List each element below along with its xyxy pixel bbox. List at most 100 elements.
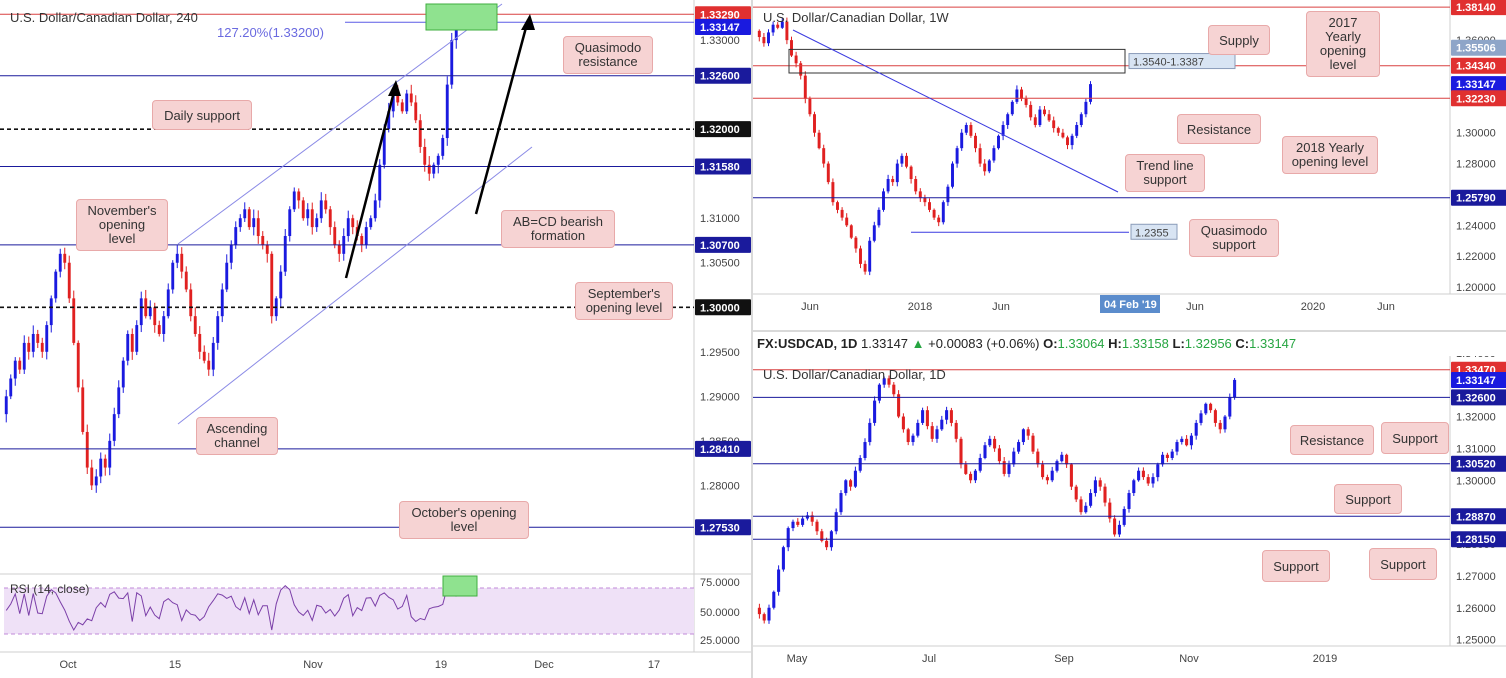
weekly-chart[interactable]: 1.360001.320001.300001.280001.240001.220… xyxy=(753,0,1506,330)
candle-body xyxy=(1089,84,1092,102)
candle-body xyxy=(1015,89,1019,102)
candle-body xyxy=(247,209,251,228)
candle-body xyxy=(1075,125,1079,136)
ohlc-open: 1.33064 xyxy=(1057,336,1105,351)
note-resistance-weekly: Resistance xyxy=(1177,114,1261,144)
candle-body xyxy=(1108,502,1112,519)
rsi-tick-label: 25.0000 xyxy=(700,635,740,647)
candle-body xyxy=(1010,101,1014,115)
candle-body xyxy=(762,614,766,621)
y-tick-label: 1.20000 xyxy=(1456,282,1496,294)
candle-body xyxy=(1141,470,1145,478)
abcd-leg-cd xyxy=(474,19,530,215)
candle-body xyxy=(13,360,17,379)
panel-divider-horizontal xyxy=(753,330,1506,332)
y-tick-label: 1.28000 xyxy=(1456,159,1496,171)
candle-body xyxy=(891,179,895,183)
ohlc-last: 1.33147 xyxy=(861,336,909,351)
candle-body xyxy=(1137,470,1141,481)
x-tick-label: Jun xyxy=(992,301,1010,313)
candle-body xyxy=(1055,461,1059,471)
ohlc-header: FX:USDCAD, 1D 1.33147 ▲ +0.00083 (+0.06%… xyxy=(757,336,1296,351)
candle-body xyxy=(932,209,936,218)
candle-body xyxy=(993,438,997,449)
level-price-tag xyxy=(695,18,751,35)
candle-body xyxy=(4,396,8,415)
level-price-tag xyxy=(695,121,751,138)
note-septembers-opening-level: September's opening level xyxy=(575,282,673,320)
level-price-label: 1.33290 xyxy=(700,9,740,21)
supply-zone-box xyxy=(788,48,1126,74)
note-quasimodo-resistance: Quasimodo resistance xyxy=(563,36,653,74)
candle-body xyxy=(941,202,945,223)
level-price-tag xyxy=(1451,39,1506,56)
candle-body xyxy=(762,37,766,44)
candle-body xyxy=(396,93,400,103)
level-price-label: 1.31580 xyxy=(700,162,740,174)
candle-body xyxy=(337,244,341,254)
candle-body xyxy=(923,197,927,203)
level-price-label: 1.34340 xyxy=(1456,61,1496,73)
candle-body xyxy=(928,202,931,210)
candle-body xyxy=(1012,451,1016,465)
candle-body xyxy=(369,218,373,228)
supply-zone-label: 1.3540-1.3387 xyxy=(1133,57,1204,69)
x-tick-label: 15 xyxy=(169,659,181,671)
x-tick-label: Sep xyxy=(1054,653,1074,665)
candle-body xyxy=(1103,486,1107,503)
candle-body xyxy=(1065,454,1069,465)
candle-body xyxy=(767,607,771,621)
level-price-tag xyxy=(1451,57,1506,74)
x-tick-label: Jun xyxy=(1186,301,1204,313)
ohlc-close: 1.33147 xyxy=(1249,336,1297,351)
candle-body xyxy=(826,163,830,183)
candle-body xyxy=(805,515,809,519)
candle-body xyxy=(414,102,418,121)
candle-body xyxy=(1194,422,1198,436)
candle-body xyxy=(261,236,265,245)
candle-body xyxy=(175,253,179,263)
candle-body xyxy=(892,384,896,395)
daily-chart[interactable]: 1.340001.320001.310001.300001.280001.270… xyxy=(753,356,1506,678)
candle-body xyxy=(815,521,819,532)
candle-body xyxy=(983,445,987,458)
y-tick-label: 1.34000 xyxy=(1456,356,1496,360)
level-price-tag xyxy=(1451,389,1506,406)
y-tick-label: 1.26000 xyxy=(1456,603,1496,615)
x-tick-label: 2019 xyxy=(1313,653,1337,665)
candle-body xyxy=(863,442,867,458)
candle-body xyxy=(887,378,891,385)
candle-body xyxy=(130,333,134,352)
ohlc-symbol: FX:USDCAD, 1D xyxy=(757,336,858,351)
candle-body xyxy=(935,429,939,439)
h4-chart[interactable]: 1.330001.310001.305001.295001.290001.285… xyxy=(0,0,751,678)
candle-body xyxy=(954,422,958,439)
candle-body xyxy=(1084,101,1088,115)
rsi-band xyxy=(4,588,694,634)
candle-body xyxy=(1132,480,1136,494)
candle-body xyxy=(836,202,839,210)
candle-body xyxy=(1213,410,1217,423)
candle-body xyxy=(858,457,862,471)
candle-body xyxy=(1026,429,1030,436)
candle-body xyxy=(85,431,89,468)
rsi-overbought-box xyxy=(442,575,478,597)
candle-body xyxy=(346,218,350,237)
crosshair-date-label: 04 Feb '19 xyxy=(1104,299,1157,311)
quasimodo-tag xyxy=(1130,223,1178,240)
x-tick-label: Oct xyxy=(59,659,76,671)
candle-body xyxy=(211,342,215,370)
candle-body xyxy=(436,155,440,165)
x-tick-label: Jun xyxy=(801,301,819,313)
candle-body xyxy=(854,237,858,249)
candle-body xyxy=(171,262,175,290)
candle-body xyxy=(157,325,161,334)
candle-body xyxy=(900,155,904,164)
candle-body xyxy=(849,225,853,238)
candle-body xyxy=(877,209,881,226)
ohlc-high: 1.33158 xyxy=(1121,336,1169,351)
x-tick-label: 19 xyxy=(435,659,447,671)
candle-body xyxy=(930,426,934,439)
candle-body xyxy=(1021,429,1025,443)
candle-body xyxy=(1098,480,1102,487)
